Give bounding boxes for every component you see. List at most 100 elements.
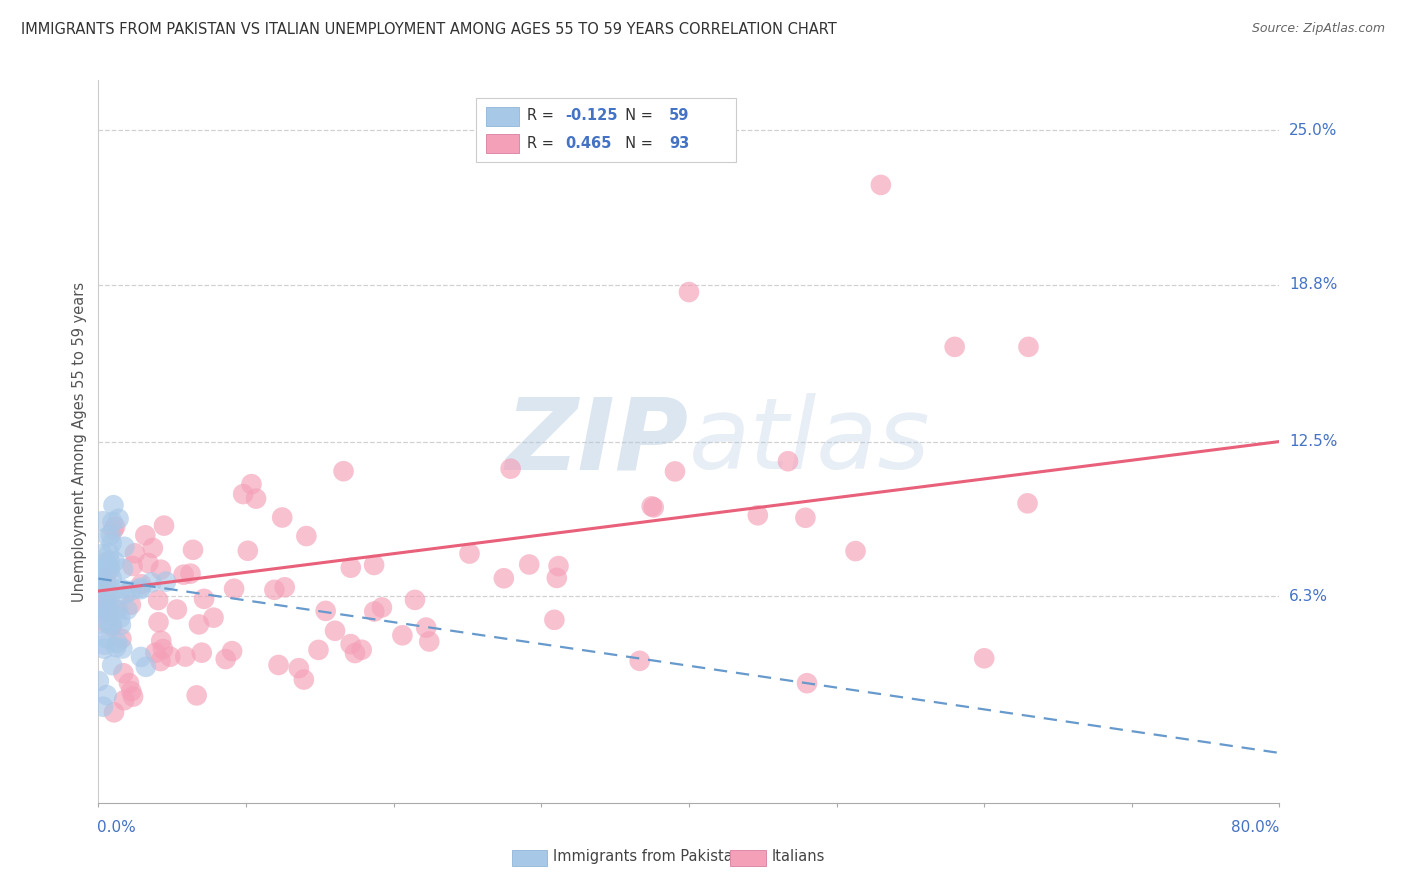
FancyBboxPatch shape: [730, 850, 766, 865]
Text: 25.0%: 25.0%: [1289, 122, 1337, 137]
Point: [120, 583, 142, 598]
Point: [122, 690, 145, 704]
Point: [870, 178, 893, 192]
Point: [136, 556, 159, 570]
Point: [181, 542, 204, 557]
Point: [97, 597, 120, 611]
Point: [98, 546, 121, 560]
Point: [492, 571, 515, 585]
FancyBboxPatch shape: [477, 98, 737, 162]
Point: [332, 464, 354, 478]
Point: [111, 562, 134, 576]
Point: [180, 566, 202, 581]
Point: [112, 666, 135, 681]
Point: [240, 477, 263, 491]
Point: [98, 605, 121, 619]
Point: [796, 676, 818, 690]
Point: [93, 597, 115, 611]
Point: [129, 577, 152, 591]
Point: [146, 593, 169, 607]
Point: [267, 657, 290, 672]
Point: [96, 605, 118, 619]
Point: [97, 597, 120, 611]
Text: 0.465: 0.465: [565, 136, 612, 151]
Point: [90, 566, 112, 581]
Text: 93: 93: [669, 136, 689, 151]
Point: [150, 633, 173, 648]
Point: [543, 613, 565, 627]
Point: [129, 649, 152, 664]
Point: [124, 546, 146, 560]
Y-axis label: Unemployment Among Ages 55 to 59 years: Unemployment Among Ages 55 to 59 years: [72, 282, 87, 601]
Point: [129, 582, 152, 597]
Point: [97, 530, 120, 544]
Point: [236, 543, 259, 558]
Point: [98, 562, 121, 576]
Text: N =: N =: [616, 108, 657, 123]
Text: Immigrants from Pakistan: Immigrants from Pakistan: [553, 849, 742, 864]
Text: IMMIGRANTS FROM PAKISTAN VS ITALIAN UNEMPLOYMENT AMONG AGES 55 TO 59 YEARS CORRE: IMMIGRANTS FROM PAKISTAN VS ITALIAN UNEM…: [21, 22, 837, 37]
Point: [173, 567, 195, 582]
Point: [943, 340, 966, 354]
Point: [143, 646, 166, 660]
Point: [546, 571, 568, 585]
Point: [87, 559, 110, 574]
Text: atlas: atlas: [689, 393, 931, 490]
Point: [129, 581, 152, 595]
Point: [263, 582, 285, 597]
Point: [1017, 496, 1039, 510]
Point: [103, 498, 125, 512]
Point: [94, 599, 117, 613]
Point: [100, 618, 122, 632]
Point: [418, 634, 440, 648]
Point: [103, 706, 125, 720]
Point: [98, 579, 121, 593]
Point: [517, 558, 540, 572]
Point: [149, 654, 172, 668]
Point: [844, 544, 866, 558]
Text: -0.125: -0.125: [565, 108, 617, 123]
Point: [110, 582, 132, 596]
Point: [105, 636, 128, 650]
Point: [323, 624, 346, 638]
Point: [134, 528, 156, 542]
Point: [100, 588, 122, 602]
Point: [308, 643, 330, 657]
Point: [94, 570, 117, 584]
Point: [391, 628, 413, 642]
Point: [340, 560, 363, 574]
Point: [89, 570, 111, 584]
Point: [371, 600, 394, 615]
Point: [142, 541, 165, 555]
Point: [222, 582, 245, 596]
Point: [101, 658, 124, 673]
Point: [110, 611, 132, 625]
Point: [107, 603, 129, 617]
Text: Italians: Italians: [772, 849, 825, 864]
Point: [112, 540, 135, 554]
Point: [91, 617, 114, 632]
Point: [155, 574, 177, 589]
Point: [89, 582, 111, 596]
Point: [315, 604, 337, 618]
Point: [111, 641, 134, 656]
Point: [101, 515, 124, 529]
Point: [295, 529, 318, 543]
Point: [188, 617, 211, 632]
Point: [343, 646, 366, 660]
Text: 12.5%: 12.5%: [1289, 434, 1337, 449]
Point: [339, 637, 361, 651]
Point: [96, 632, 118, 646]
Point: [174, 649, 197, 664]
Point: [747, 508, 769, 523]
Text: R =: R =: [527, 108, 558, 123]
Text: Source: ZipAtlas.com: Source: ZipAtlas.com: [1251, 22, 1385, 36]
Point: [166, 602, 188, 616]
Point: [404, 593, 426, 607]
Point: [232, 487, 254, 501]
Text: N =: N =: [616, 136, 657, 151]
FancyBboxPatch shape: [486, 107, 519, 126]
Point: [110, 618, 132, 632]
Point: [118, 676, 141, 690]
Point: [89, 579, 111, 593]
